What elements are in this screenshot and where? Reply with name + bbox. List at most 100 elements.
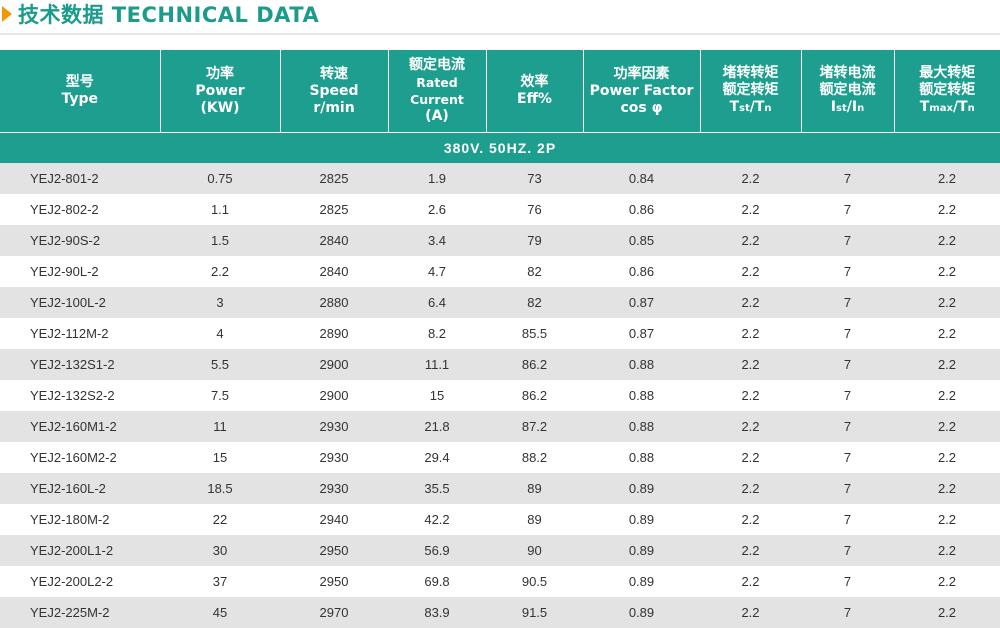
cell-type: YEJ2-90L-2	[0, 256, 160, 287]
cell-tst: 2.2	[700, 504, 801, 535]
cell-ist: 7	[801, 473, 894, 504]
cell-type: YEJ2-112M-2	[0, 318, 160, 349]
cell-type: YEJ2-801-2	[0, 163, 160, 194]
cell-current: 15	[388, 380, 486, 411]
cell-eff: 89	[486, 504, 583, 535]
cell-ist: 7	[801, 380, 894, 411]
header-pf-unit: cos φ	[584, 100, 700, 117]
header-power-cn: 功率	[161, 66, 280, 83]
cell-type: YEJ2-90S-2	[0, 225, 160, 256]
cell-pf: 0.86	[583, 256, 700, 287]
cell-ist: 7	[801, 411, 894, 442]
header-speed-en: Speed	[281, 83, 388, 100]
header-ist-ratio: Ist/In	[802, 99, 894, 117]
header-current-cn: 额定电流	[389, 57, 486, 74]
cell-tst: 2.2	[700, 318, 801, 349]
cell-eff: 91.5	[486, 597, 583, 628]
cell-type: YEJ2-802-2	[0, 194, 160, 225]
cell-pf: 0.87	[583, 287, 700, 318]
cell-current: 8.2	[388, 318, 486, 349]
cell-pf: 0.89	[583, 535, 700, 566]
cell-pf: 0.86	[583, 194, 700, 225]
cell-tst: 2.2	[700, 597, 801, 628]
cell-power: 4	[160, 318, 280, 349]
header-eff-cn: 效率	[487, 74, 583, 91]
cell-tst: 2.2	[700, 163, 801, 194]
cell-type: YEJ2-225M-2	[0, 597, 160, 628]
section-row: 380V. 50HZ. 2P	[0, 133, 1000, 164]
cell-tst: 2.2	[700, 473, 801, 504]
cell-power: 45	[160, 597, 280, 628]
cell-pf: 0.85	[583, 225, 700, 256]
cell-type: YEJ2-200L2-2	[0, 566, 160, 597]
cell-eff: 90	[486, 535, 583, 566]
cell-power: 18.5	[160, 473, 280, 504]
header-type-en: Type	[0, 91, 160, 108]
cell-tmax: 2.2	[894, 318, 1000, 349]
page-title: 技术数据 TECHNICAL DATA	[18, 0, 319, 29]
cell-pf: 0.88	[583, 411, 700, 442]
cell-speed: 2950	[280, 566, 388, 597]
header-ist-in: 堵转电流 额定电流 Ist/In	[801, 50, 894, 133]
cell-current: 3.4	[388, 225, 486, 256]
cell-eff: 79	[486, 225, 583, 256]
header-tst-ratio: Tst/Tn	[701, 99, 801, 117]
cell-power: 15	[160, 442, 280, 473]
cell-pf: 0.84	[583, 163, 700, 194]
triangle-arrow-icon	[2, 6, 12, 22]
cell-tmax: 2.2	[894, 597, 1000, 628]
cell-current: 2.6	[388, 194, 486, 225]
cell-speed: 2930	[280, 411, 388, 442]
cell-speed: 2840	[280, 256, 388, 287]
header-pf-cn: 功率因素	[584, 66, 700, 83]
header-pf-en: Power Factor	[584, 83, 700, 100]
cell-eff: 76	[486, 194, 583, 225]
cell-speed: 2900	[280, 380, 388, 411]
cell-tmax: 2.2	[894, 194, 1000, 225]
cell-eff: 82	[486, 287, 583, 318]
header-current-unit: (A)	[389, 108, 486, 125]
cell-pf: 0.89	[583, 597, 700, 628]
cell-current: 56.9	[388, 535, 486, 566]
cell-tst: 2.2	[700, 256, 801, 287]
cell-tmax: 2.2	[894, 504, 1000, 535]
cell-ist: 7	[801, 504, 894, 535]
cell-eff: 73	[486, 163, 583, 194]
cell-ist: 7	[801, 225, 894, 256]
cell-eff: 82	[486, 256, 583, 287]
cell-power: 1.5	[160, 225, 280, 256]
cell-pf: 0.88	[583, 349, 700, 380]
cell-pf: 0.88	[583, 442, 700, 473]
header-eff-en: Eff%	[487, 91, 583, 108]
cell-power: 2.2	[160, 256, 280, 287]
cell-tmax: 2.2	[894, 566, 1000, 597]
cell-ist: 7	[801, 349, 894, 380]
cell-ist: 7	[801, 442, 894, 473]
cell-tst: 2.2	[700, 411, 801, 442]
cell-type: YEJ2-160M1-2	[0, 411, 160, 442]
header-speed: 转速 Speed r/min	[280, 50, 388, 133]
header-tst-cn1: 堵转转矩	[701, 65, 801, 82]
cell-tmax: 2.2	[894, 411, 1000, 442]
header-tmax-ratio: Tmax/Tn	[895, 99, 1000, 117]
cell-current: 42.2	[388, 504, 486, 535]
cell-current: 6.4	[388, 287, 486, 318]
header-power-unit: (KW)	[161, 100, 280, 117]
cell-type: YEJ2-160M2-2	[0, 442, 160, 473]
cell-tmax: 2.2	[894, 349, 1000, 380]
cell-pf: 0.89	[583, 504, 700, 535]
cell-power: 0.75	[160, 163, 280, 194]
cell-speed: 2825	[280, 194, 388, 225]
header-rated-current: 额定电流 Rated Current (A)	[388, 50, 486, 133]
cell-type: YEJ2-180M-2	[0, 504, 160, 535]
cell-speed: 2825	[280, 163, 388, 194]
cell-speed: 2900	[280, 349, 388, 380]
